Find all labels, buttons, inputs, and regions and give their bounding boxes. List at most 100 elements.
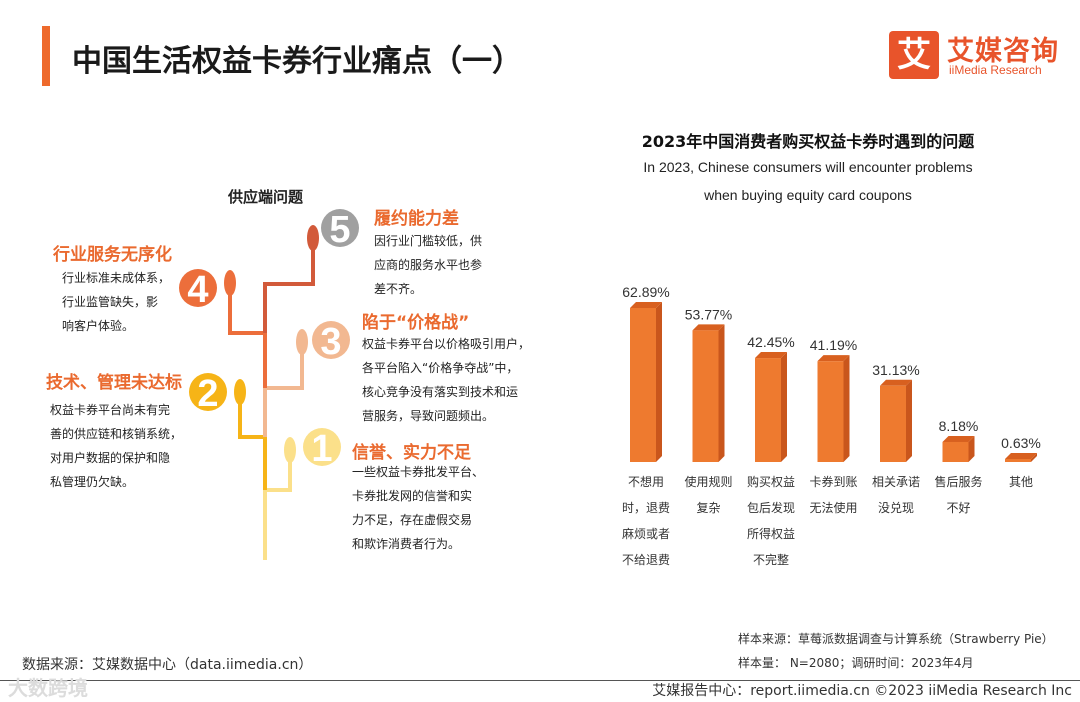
data-source: 数据来源：艾媒数据中心（data.iimedia.cn） — [22, 657, 313, 673]
category-label-2: 包后发现 — [747, 500, 795, 515]
bar-top-4 — [880, 379, 912, 386]
point-2-desc-line: 权益卡券平台尚未有完 — [50, 403, 171, 417]
point-1-desc-line: 卡券批发网的信誉和实 — [352, 489, 473, 503]
step-marker-2 — [234, 379, 246, 405]
step-badge-5 — [321, 209, 359, 247]
point-1-desc-line: 力不足，存在虚假交易 — [352, 513, 473, 527]
report-center: 艾媒报告中心：report.iimedia.cn ©2023 iiMedia R… — [652, 683, 1072, 699]
bar-1 — [692, 330, 719, 462]
step-number-2: 2 — [197, 373, 218, 415]
point-5-title: 履约能力差 — [374, 209, 459, 229]
category-label-1: 复杂 — [696, 501, 720, 515]
category-label-6: 其他 — [1009, 475, 1033, 489]
bar-2 — [755, 358, 781, 462]
category-label-2: 所得权益 — [747, 526, 795, 541]
bar-side-1 — [718, 324, 725, 462]
bar-side-0 — [656, 302, 662, 462]
point-4-desc-line: 响客户体验。 — [62, 319, 135, 333]
bar-value-label-5: 8.18% — [939, 418, 979, 434]
bar-5 — [942, 441, 969, 462]
point-4-desc: 行业标准未成体系， 行业监管缺失，影 响客户体验。 — [62, 266, 170, 338]
point-5-desc-line: 应商的服务水平也参 — [374, 258, 483, 272]
point-1-desc-line: 和欺诈消费者行为。 — [352, 537, 461, 551]
bar-top-1 — [692, 324, 725, 331]
page-title: 中国生活权益卡券行业痛点（一） — [72, 44, 522, 79]
category-label-2: 购买权益 — [747, 474, 795, 489]
bar-top-2 — [755, 352, 787, 359]
point-4-title: 行业服务无序化 — [53, 245, 172, 265]
point-2-desc-line: 善的供应链和核销系统， — [50, 427, 183, 441]
step-number-4: 4 — [187, 269, 208, 311]
point-3-desc-line: 权益卡券平台以价格吸引用户， — [362, 337, 531, 351]
bar-0 — [630, 308, 656, 462]
bar-side-3 — [843, 355, 850, 462]
sample-source: 样本来源：草莓派数据调查与计算系统（Strawberry Pie） — [738, 632, 1054, 646]
logo-name-cn: 艾媒咨询 — [947, 36, 1059, 67]
bar-6 — [1005, 459, 1031, 462]
step-number-3: 3 — [320, 321, 341, 363]
category-label-5: 售后服务 — [934, 474, 982, 489]
supply-section-title: 供应端问题 — [228, 188, 304, 206]
point-2-desc-line: 私管理仍欠缺。 — [50, 475, 135, 489]
bar-side-5 — [968, 435, 975, 462]
point-5-desc-line: 差不齐。 — [374, 282, 423, 296]
step-badge-4 — [179, 269, 217, 307]
step-marker-4 — [224, 270, 236, 296]
point-3-desc-line: 各平台陷入“价格争夺战”中， — [362, 361, 519, 375]
category-label-5: 不好 — [946, 501, 970, 515]
bar-4 — [880, 385, 906, 462]
logo-mark: 艾 — [889, 31, 939, 79]
step-line-3 — [263, 350, 304, 437]
step-badge-1 — [303, 428, 341, 466]
step-number-5: 5 — [329, 209, 350, 251]
bar-value-label-1: 53.77% — [685, 306, 732, 322]
logo-name-en: iiMedia Research — [949, 63, 1042, 77]
bar-side-6 — [1031, 453, 1037, 462]
point-3-title: 陷于“价格战” — [362, 313, 470, 333]
bar-3 — [817, 361, 844, 462]
chart-title: 2023年中国消费者购买权益卡券时遇到的问题 — [641, 132, 975, 151]
point-5-desc-line: 因行业门槛较低，供 — [374, 234, 483, 248]
step-marker-1 — [284, 437, 296, 463]
point-2-desc-line: 对用户数据的保护和隐 — [50, 451, 171, 465]
category-label-0: 麻烦或者 — [622, 526, 670, 541]
step-badge-3 — [312, 321, 350, 359]
step-line-1 — [263, 455, 292, 560]
bar-side-4 — [906, 379, 912, 462]
step-number-1: 1 — [311, 428, 332, 470]
point-4-desc-line: 行业标准未成体系， — [62, 271, 171, 285]
bar-top-3 — [817, 355, 850, 362]
bar-value-label-3: 41.19% — [810, 337, 857, 353]
point-1-desc-line: 一些权益卡券批发平台、 — [352, 465, 485, 479]
bar-value-label-2: 42.45% — [747, 334, 794, 350]
bar-value-label-0: 62.89% — [622, 284, 669, 300]
bar-top-6 — [1005, 453, 1037, 459]
point-3-desc: 权益卡券平台以价格吸引用户， 各平台陷入“价格争夺战”中， 核心竞争没有落实到技… — [362, 332, 530, 428]
title-accent-bar — [42, 26, 50, 86]
step-line-4 — [228, 290, 267, 388]
point-2-title: 技术、管理未达标 — [46, 373, 182, 393]
category-label-1: 使用规则 — [684, 474, 732, 489]
bar-top-5 — [942, 435, 975, 442]
bar-value-label-6: 0.63% — [1001, 435, 1041, 451]
bar-value-label-4: 31.13% — [872, 362, 919, 378]
point-5-desc: 因行业门槛较低，供 应商的服务水平也参 差不齐。 — [374, 229, 482, 301]
step-line-5 — [263, 248, 315, 333]
bar-side-2 — [781, 352, 787, 462]
step-line-2 — [238, 402, 267, 490]
category-label-3: 无法使用 — [809, 500, 857, 515]
point-1-title: 信誉、实力不足 — [352, 443, 471, 463]
category-label-0: 不想用 — [628, 474, 664, 489]
category-label-0: 时，退费 — [622, 501, 670, 515]
point-2-desc: 权益卡券平台尚未有完 善的供应链和核销系统， 对用户数据的保护和隐 私管理仍欠缺… — [50, 398, 182, 494]
step-marker-5 — [307, 225, 319, 251]
chart-subtitle-line-2: when buying equity card coupons — [704, 187, 912, 203]
bar-top-0 — [630, 302, 662, 308]
watermark: 大数跨境 — [8, 676, 88, 700]
point-3-desc-line: 核心竞争没有落实到技术和运 — [362, 385, 519, 399]
sample-size: 样本量： N=2080；调研时间：2023年4月 — [738, 656, 974, 670]
point-3-desc-line: 营服务，导致问题频出。 — [362, 409, 495, 423]
point-1-desc: 一些权益卡券批发平台、 卡券批发网的信誉和实 力不足，存在虚假交易 和欺诈消费者… — [352, 460, 484, 556]
